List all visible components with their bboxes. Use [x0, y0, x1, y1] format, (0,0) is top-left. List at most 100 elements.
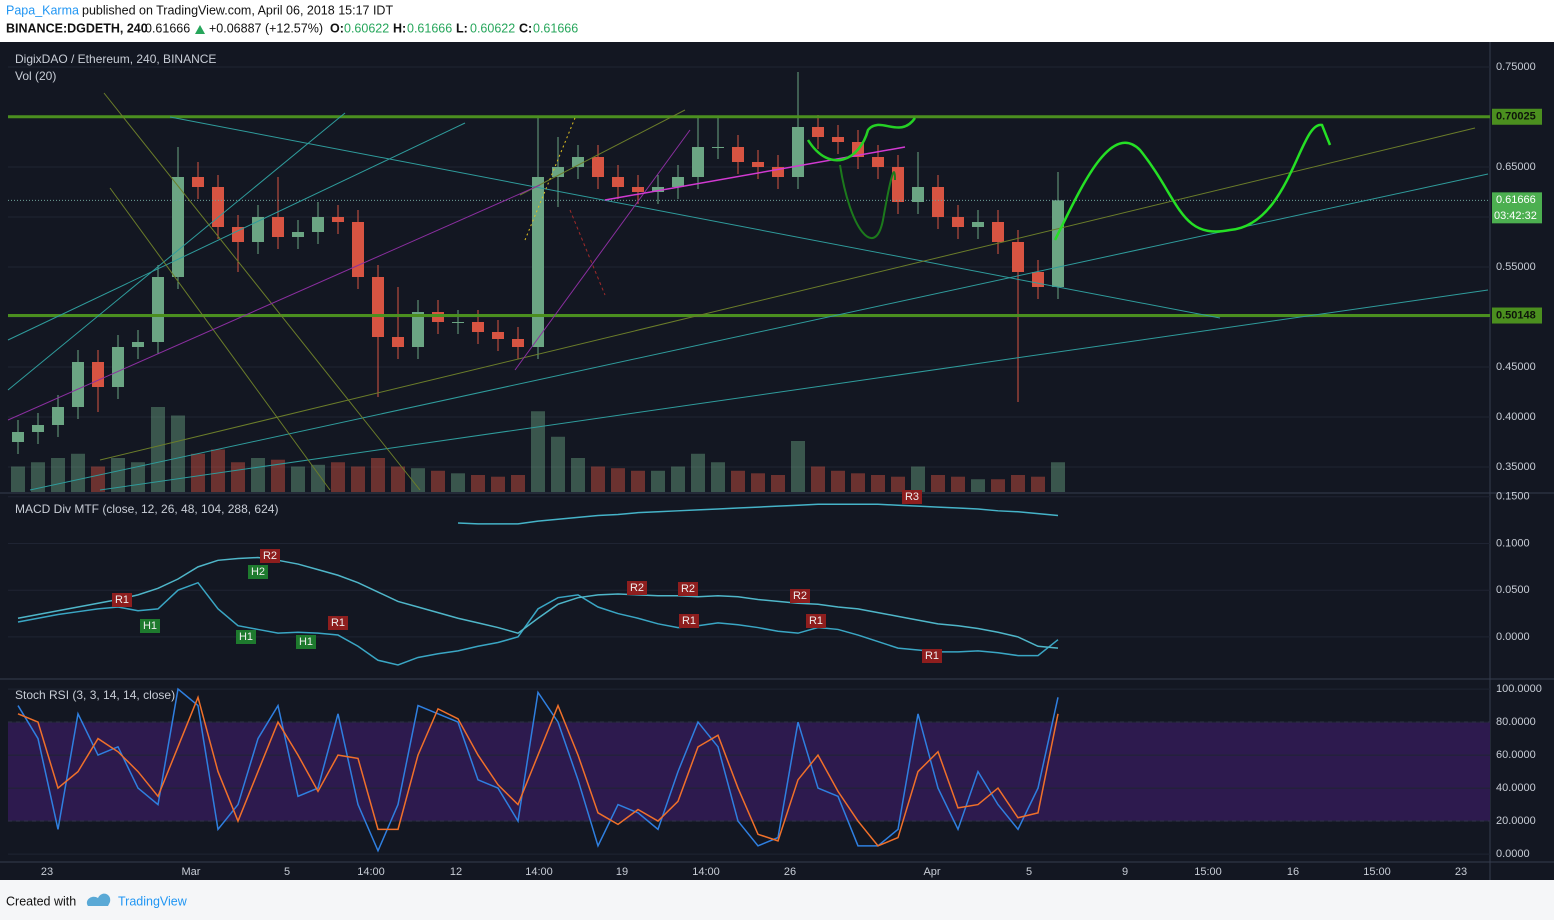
volume-bar [271, 459, 285, 492]
level-box [1492, 108, 1542, 125]
volume-bar [831, 470, 845, 492]
x-tick-label: 14:00 [357, 866, 385, 878]
candle-body [12, 432, 24, 442]
dotted-line [569, 209, 606, 296]
x-tick-label: 19 [616, 866, 628, 878]
ohlc-value: 0.60622 [344, 21, 389, 35]
volume-bar [371, 458, 385, 492]
candle-body [472, 322, 484, 332]
countdown: 03:42:32 [1494, 210, 1537, 222]
candle-body [632, 187, 644, 192]
x-tick-label: 23 [1455, 866, 1467, 878]
candle-body [972, 222, 984, 227]
div-badge [790, 589, 810, 603]
div-label: R1 [331, 617, 345, 629]
candle-body [192, 177, 204, 187]
y-tick-label: 100.0000 [1496, 683, 1542, 695]
pane-subtitle: Vol (20) [15, 69, 56, 83]
pane-title: MACD Div MTF (close, 12, 26, 48, 104, 28… [15, 502, 278, 516]
x-tick-label: Apr [923, 866, 940, 878]
band [8, 722, 1490, 822]
x-tick-label: 9 [1122, 866, 1128, 878]
div-label: R2 [793, 590, 807, 602]
logo [86, 893, 111, 906]
axis: 0.350000.400000.450000.500000.550000.600… [15, 52, 1542, 878]
div-label: R1 [682, 615, 696, 627]
volume-bar [891, 476, 905, 492]
pane-title: DigixDAO / Ethereum, 240, BINANCE [15, 52, 216, 66]
last-price-box [1492, 192, 1542, 224]
volume-bar [791, 441, 805, 492]
volume-bar [871, 475, 885, 492]
div-badge [236, 630, 256, 644]
up-arrow [195, 25, 205, 34]
volume-bar [491, 476, 505, 492]
candle-body [32, 425, 44, 432]
volume-bar [911, 466, 925, 492]
volume-bar [811, 466, 825, 492]
div-label: H1 [143, 620, 157, 632]
div-badge [902, 490, 922, 504]
div-badge [328, 616, 348, 630]
volume-bar [851, 473, 865, 492]
volume-bar [731, 470, 745, 492]
div-badge [296, 635, 316, 649]
symbol: BINANCE:DGDETH, 240 [6, 21, 148, 35]
volume-bar [931, 475, 945, 492]
volume-bar [251, 458, 265, 492]
published: published on TradingView.com, April 06, … [82, 3, 393, 17]
div-label: R2 [681, 583, 695, 595]
footer-brand[interactable]: TradingView [118, 894, 188, 908]
candle-body [312, 217, 324, 232]
trendline [7, 184, 541, 421]
last: 0.61666 [145, 21, 190, 35]
x-tick-label: 5 [284, 866, 290, 878]
volume-bar [511, 475, 525, 492]
pane-title: Stoch RSI (3, 3, 14, 14, close) [15, 688, 175, 702]
volume-bar [671, 466, 685, 492]
y-tick-label: 80.0000 [1496, 716, 1536, 728]
header-bg [0, 0, 1554, 42]
x-tick-label: 23 [41, 866, 53, 878]
dotted-line [524, 117, 576, 241]
y-tick-label: 0.0500 [1496, 584, 1530, 596]
div-badge [922, 649, 942, 663]
candle-body [652, 187, 664, 192]
candle-body [52, 407, 64, 425]
candle-body [132, 342, 144, 347]
candle-body [912, 187, 924, 202]
div-badge [260, 549, 280, 563]
volume-bar [331, 462, 345, 492]
series-line [17, 694, 1059, 847]
volume-bar [991, 479, 1005, 492]
trendline [514, 129, 691, 371]
candle-body [952, 217, 964, 227]
volume-bar [411, 468, 425, 492]
candle-body [752, 162, 764, 167]
volume-bar [11, 466, 25, 492]
div-label: H1 [299, 636, 313, 648]
ohlc-value: 0.61666 [533, 21, 578, 35]
footer-created: Created with [6, 894, 76, 908]
volume-bar [91, 466, 105, 492]
volume-bar [431, 470, 445, 492]
y-tick-label: 0.35000 [1496, 461, 1536, 473]
author[interactable]: Papa_Karma [6, 3, 79, 17]
x-tick-label: 16 [1287, 866, 1299, 878]
volume-bar [111, 458, 125, 492]
y-tick-label: 40.0000 [1496, 782, 1536, 794]
div-badge [140, 619, 160, 633]
drawings [7, 92, 1489, 491]
footer-bg [0, 880, 1554, 920]
candle-body [352, 222, 364, 277]
candle-body [772, 167, 784, 177]
drawn-curve [806, 117, 917, 162]
candle-body [212, 187, 224, 227]
y-tick-label: 0.0000 [1496, 631, 1530, 643]
volume-bar [231, 462, 245, 492]
candle-body [812, 127, 824, 137]
candle-body [232, 227, 244, 242]
x-tick-label: 12 [450, 866, 462, 878]
last-price-label: 0.61666 [1496, 194, 1536, 206]
